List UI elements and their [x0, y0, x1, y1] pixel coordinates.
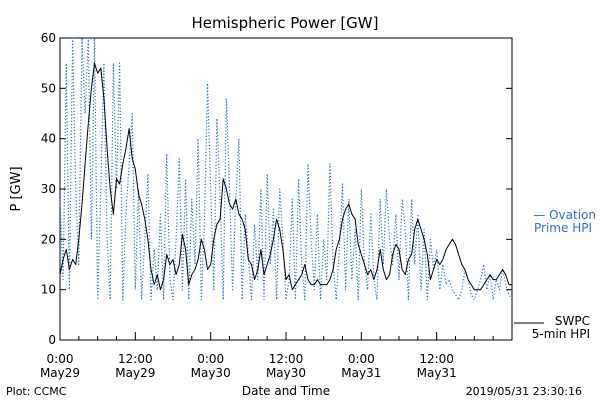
chart-title: Hemispheric Power [GW]: [192, 14, 379, 32]
y-tick-label: 10: [41, 283, 56, 297]
x-tick-date-label: May31: [417, 366, 457, 380]
x-tick-time-label: 12:00: [118, 352, 153, 366]
x-tick-time-label: 0:00: [348, 352, 375, 366]
series-line-ovation: [59, 37, 513, 301]
x-tick-date-label: May30: [266, 366, 306, 380]
legend-swpc-line2: 5-min HPI: [532, 327, 590, 341]
x-tick-date-label: May29: [115, 366, 155, 380]
legend-swpc: SWPC 5-min HPI: [514, 314, 590, 341]
footer-plot-source: Plot: CCMC: [6, 385, 67, 398]
y-tick-label: 30: [41, 182, 56, 196]
legend-ovation-line1: — Ovation: [533, 208, 596, 222]
y-axis-label: P [GW]: [9, 166, 24, 211]
x-axis: 0:00May2912:00May290:00May3012:00May300:…: [40, 332, 494, 380]
y-tick-label: 60: [41, 31, 56, 45]
x-tick-time-label: 0:00: [197, 352, 224, 366]
footer-timestamp: 2019/05/31 23:30:16: [466, 385, 582, 398]
x-tick-date-label: May29: [40, 366, 80, 380]
series-line-swpc: [59, 62, 512, 291]
x-tick-date-label: May31: [341, 366, 381, 380]
series-layer: [59, 37, 513, 301]
x-axis-label: Date and Time: [242, 384, 330, 398]
x-tick-time-label: 12:00: [269, 352, 304, 366]
y-tick-label: 40: [41, 132, 56, 146]
y-tick-label: 0: [48, 333, 56, 347]
legend-swpc-line1: SWPC: [555, 314, 590, 328]
x-tick-time-label: 0:00: [47, 352, 74, 366]
y-tick-label: 50: [41, 81, 56, 95]
y-axis: 0 10 20 30 40 50 60: [41, 31, 512, 347]
y-tick-label: 20: [41, 232, 56, 246]
legend-ovation-line2: Prime HPI: [534, 221, 592, 235]
legend-ovation: — Ovation Prime HPI: [533, 208, 596, 235]
x-tick-date-label: May30: [191, 366, 231, 380]
x-tick-time-label: 12:00: [419, 352, 454, 366]
